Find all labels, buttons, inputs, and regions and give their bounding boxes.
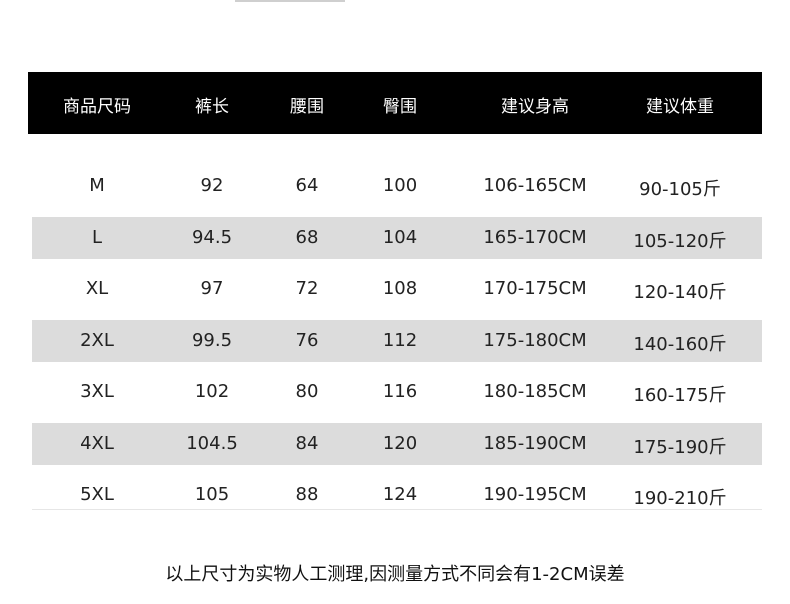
table-cell: 68: [295, 226, 319, 248]
table-cell: 185-190CM: [483, 432, 587, 454]
table-row: 5XL 105 88 124 190-195CM 190-210斤: [32, 474, 762, 516]
table-cell: 112: [382, 329, 418, 351]
table-cell: 108: [382, 278, 418, 299]
table-cell: 190-210斤: [633, 488, 727, 509]
table-cell: 140-160斤: [633, 333, 727, 355]
column-header: 商品尺码: [63, 97, 131, 117]
table-row: 4XL 104.5 84 120 185-190CM 175-190斤: [32, 422, 762, 465]
table-cell: 105-120斤: [633, 230, 727, 252]
table-cell: 92: [200, 175, 224, 196]
table-cell: 3XL: [80, 381, 114, 402]
column-header: 臀围: [383, 97, 417, 117]
column-header: 腰围: [290, 97, 324, 117]
table-cell: 84: [295, 432, 319, 454]
table-cell: 4XL: [80, 432, 114, 454]
table-cell: 175-180CM: [483, 329, 587, 351]
column-header: 裤长: [195, 97, 229, 117]
column-header: 建议体重: [646, 97, 714, 117]
table-row: L 94.5 68 104 165-170CM 105-120斤: [32, 216, 762, 259]
top-divider: [235, 0, 345, 2]
table-row: M 92 64 100 106-165CM 90-105斤: [32, 165, 762, 207]
table-cell: 97: [200, 278, 224, 299]
column-header: 建议身高: [501, 97, 569, 117]
table-cell: XL: [85, 278, 109, 299]
table-cell: 124: [382, 484, 418, 505]
table-cell: 94.5: [191, 226, 233, 248]
table-cell: 105: [194, 484, 230, 505]
table-cell: L: [91, 226, 103, 248]
table-cell: 102: [194, 381, 230, 402]
table-cell: 116: [382, 381, 418, 402]
table-cell: 104: [382, 226, 418, 248]
table-cell: 72: [295, 278, 319, 299]
table-cell: 99.5: [191, 329, 233, 351]
table-cell: 90-105斤: [639, 179, 721, 200]
table-cell: 120: [382, 432, 418, 454]
table-cell: 100: [382, 175, 418, 196]
table-cell: M: [89, 175, 105, 196]
table-bottom-divider: [32, 509, 762, 510]
table-cell: 175-190斤: [633, 436, 727, 458]
table-cell: 76: [295, 329, 319, 351]
table-cell: 64: [295, 175, 319, 196]
table-cell: 5XL: [80, 484, 114, 505]
table-header: 商品尺码 裤长 腰围 臀围 建议身高 建议体重: [28, 72, 762, 134]
table-cell: 165-170CM: [483, 226, 587, 248]
table-cell: 106-165CM: [483, 175, 587, 196]
table-cell: 160-175斤: [633, 385, 727, 406]
table-cell: 80: [295, 381, 319, 402]
table-cell: 104.5: [186, 432, 238, 454]
table-cell: 2XL: [80, 329, 114, 351]
table-cell: 190-195CM: [483, 484, 587, 505]
table-cell: 120-140斤: [633, 282, 727, 303]
table-row: 3XL 102 80 116 180-185CM 160-175斤: [32, 371, 762, 413]
measurement-note: 以上尺寸为实物人工测理,因测量方式不同会有1-2CM误差: [165, 564, 625, 585]
table-row: 2XL 99.5 76 112 175-180CM 140-160斤: [32, 319, 762, 362]
table-row: XL 97 72 108 170-175CM 120-140斤: [32, 268, 762, 310]
table-cell: 180-185CM: [483, 381, 587, 402]
table-cell: 170-175CM: [483, 278, 587, 299]
table-cell: 88: [295, 484, 319, 505]
